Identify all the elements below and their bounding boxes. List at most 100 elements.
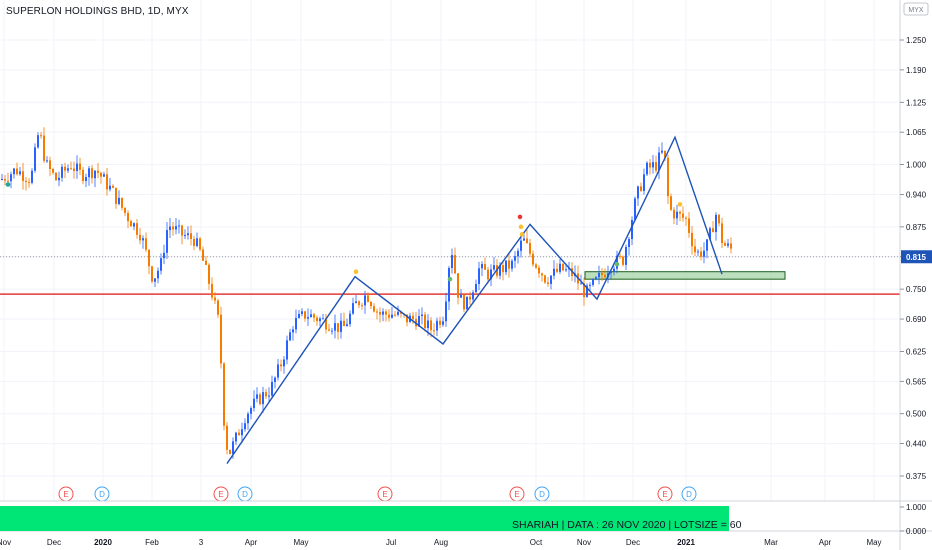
candle-down [55,172,57,181]
candle-up [550,275,552,284]
candle-down [547,282,549,284]
candle-up [697,251,699,253]
price-tick-label: 1.125 [906,98,927,107]
candle-down [376,311,378,313]
candle-up [553,268,555,276]
candle-up [301,311,303,314]
candle-up [13,168,15,175]
price-tick-label: 0.875 [906,223,927,232]
candle-up [169,226,171,231]
candle-down [130,221,132,227]
pattern-line[interactable] [226,135,723,464]
candle-down [700,251,702,257]
candle-up [88,168,90,178]
candle-down [229,449,231,454]
candle-up [442,321,444,325]
candle-down [172,226,174,230]
event-label: D [539,490,545,499]
candle-up [184,235,186,237]
candle-up [160,258,162,271]
candle-up [256,394,258,399]
candle-down [649,162,651,168]
candle-up [76,163,78,171]
candle-down [622,256,624,265]
candle-down [541,273,543,276]
signal-dot [5,182,11,187]
candle-down [562,263,564,271]
candle-down [145,238,147,250]
candle-down [112,185,114,188]
time-tick-label: May [866,538,881,547]
candle-down [211,283,213,298]
candle-down [358,301,360,306]
candle-up [475,284,477,293]
candle-up [187,233,189,236]
candle-down [16,168,18,175]
candle-up [58,177,60,181]
candle-down [619,255,621,257]
candle-up [94,170,96,179]
candle-up [268,395,270,397]
time-tick-label: Nov [577,538,591,547]
price-tick-label: 1.190 [906,66,927,75]
candle-down [313,314,315,318]
candle-down [49,160,51,170]
candle-down [682,213,684,218]
candle-up [292,329,294,333]
candle-up [418,316,420,327]
candle-down [127,212,129,222]
candle-up [448,267,450,302]
candle-down [730,243,732,249]
candle-up [628,239,630,247]
candle-down [484,263,486,270]
candle-up [166,230,168,253]
candle-down [337,323,339,332]
candle-up [511,260,513,269]
candle-up [196,238,198,247]
candle-up [253,398,255,409]
candle-down [106,174,108,190]
candle-down [100,172,102,177]
candle-up [565,269,567,271]
currency-box[interactable] [903,2,929,16]
lower-pane-axis: 1.000 0.000 [900,503,927,536]
candle-down [97,170,99,173]
candle-up [451,255,453,268]
time-axis[interactable]: Nov Dec 2020 Feb 3 Apr May Jul Aug Oct Nov Dec 2021 M… [0,538,882,547]
candle-down [667,157,669,197]
candle-up [340,320,342,332]
candle-down [316,317,318,322]
candle-up [241,429,243,436]
pane-tick-label: 0.000 [906,527,927,536]
event-label: D [99,490,105,499]
candle-down [205,260,207,265]
candle-up [175,226,177,230]
candle-down [7,180,9,182]
candle-down [640,186,642,191]
candle-up [232,441,234,454]
candle-up [289,332,291,341]
candle-down [532,253,534,265]
candle-down [388,314,390,318]
signal-dot [519,232,525,237]
candle-up [460,294,462,298]
candle-up [472,292,474,300]
candle-up [517,250,519,257]
candle-up [61,166,63,178]
price-badge [901,250,932,264]
price-axis[interactable]: 1.250 1.190 1.125 1.065 1.000 0.940 0.875 0.750… [900,36,927,481]
support-zone[interactable] [584,271,786,280]
candle-down [4,178,6,181]
candle-down [190,233,192,240]
candle-down [457,273,459,298]
candle-down [601,272,603,276]
candle-up [493,265,495,270]
signal-dot [353,269,359,275]
candle-up [589,284,591,286]
candle-up [277,364,279,378]
candle-down [673,209,675,219]
candle-up [559,263,561,272]
candle-up [154,278,156,282]
candle-down [214,297,216,301]
